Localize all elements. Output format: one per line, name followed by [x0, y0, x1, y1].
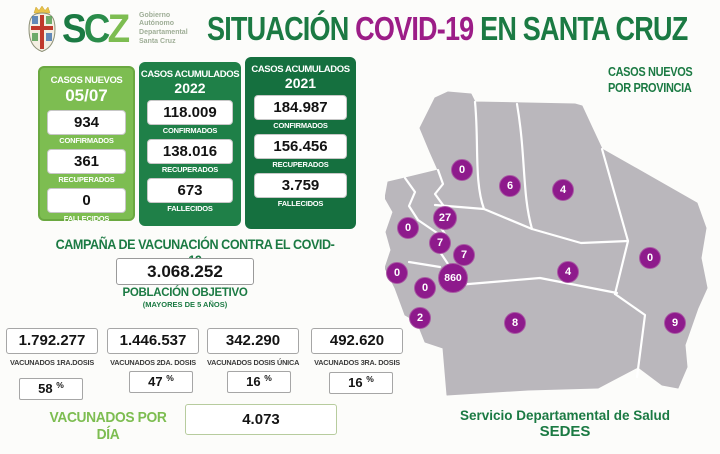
province-map: 0 6 4 27 0 7 7 0 860 0 4 0 2 8 9: [385, 72, 720, 422]
dose-percent: 58 %: [19, 378, 83, 400]
map-legend-line: CASOS NUEVOS: [608, 65, 693, 79]
tagline-line: Autónomo: [139, 20, 175, 28]
percent-value: 58: [38, 381, 53, 396]
panel-acumulados-2022: CASOS ACUMULADOS 2022 118.009 CONFIRMADO…: [139, 62, 241, 226]
title-situacion: SITUACIÓN: [207, 10, 356, 47]
per-day-value: 4.073: [185, 404, 337, 435]
title-santa-cruz: EN SANTA CRUZ: [480, 10, 688, 47]
stat-label: CONFIRMADOS: [162, 126, 218, 135]
page-title: SITUACIÓN COVID-19 EN SANTA CRUZ: [207, 10, 688, 48]
province-case-badge: 0: [451, 159, 473, 181]
stat-value: 3.759: [253, 173, 347, 198]
province-case-badge: 0: [639, 247, 661, 269]
dose-value: 492.620: [311, 328, 403, 354]
dose-1: 1.792.277 VACUNADOS 1RA.DOSIS: [6, 328, 98, 367]
footer: Servicio Departamental de Salud SEDES: [428, 408, 702, 440]
percent-sign: %: [56, 380, 64, 390]
province-case-badge: 7: [429, 232, 451, 254]
dose-label: VACUNADOS 1RA.DOSIS: [9, 358, 95, 367]
tagline-line: Gobierno: [139, 11, 171, 19]
percent-sign: %: [366, 374, 374, 384]
panel-date: 05/07: [65, 86, 108, 105]
province-case-badge: 0: [397, 217, 419, 239]
province-case-badge: 2: [409, 307, 431, 329]
dose-label: VACUNADOS 2DA. DOSIS: [110, 358, 196, 367]
target-population-value: 3.068.252: [116, 258, 254, 285]
percent-value: 47: [148, 374, 163, 389]
tagline-line: Departamental: [139, 29, 188, 36]
panel-header: CASOS ACUMULADOS: [140, 69, 240, 80]
dose-value: 342.290: [207, 328, 299, 354]
province-case-badge: 8: [504, 312, 526, 334]
province-case-badge: 9: [664, 312, 686, 334]
province-case-badge: 0: [386, 262, 408, 284]
scz-letter: C: [83, 7, 111, 51]
percent-sign: %: [166, 373, 174, 383]
stat-value: 184.987: [253, 95, 347, 120]
province-case-badge: 860: [438, 263, 468, 293]
panel-casos-nuevos: CASOS NUEVOS 05/07 934 CONFIRMADOS 361 R…: [38, 66, 135, 223]
dose-label: VACUNADOS 3RA. DOSIS: [314, 358, 400, 367]
stat-label: FALLECIDOS: [277, 199, 324, 208]
dose-3: 492.620 VACUNADOS 3RA. DOSIS: [311, 328, 403, 367]
province-case-badge: 4: [552, 179, 574, 201]
stat-value: 934: [47, 110, 126, 135]
target-population-label: POBLACIÓN OBJETIVO: [122, 287, 248, 299]
scz-letter: S: [62, 7, 87, 51]
stat-value: 138.016: [147, 139, 233, 164]
stat-value: 118.009: [147, 100, 233, 125]
logo: SCZ Gobierno Autónomo Departamental Sant…: [26, 6, 188, 52]
footer-org-name: Servicio Departamental de Salud: [459, 408, 671, 423]
dose-2: 1.446.537 VACUNADOS 2DA. DOSIS: [107, 328, 199, 367]
percent-value: 16: [246, 374, 261, 389]
dose-percent: 16 %: [227, 371, 291, 393]
stat-label: RECUPERADOS: [58, 175, 115, 184]
panel-header: CASOS NUEVOS: [50, 75, 123, 86]
province-case-badge: 4: [557, 261, 579, 283]
province-case-badge: 6: [499, 175, 521, 197]
target-population: 3.068.252 POBLACIÓN OBJETIVO (MAYORES DE…: [100, 258, 270, 309]
footer-org-acronym: SEDES: [539, 423, 591, 440]
map-legend-line: POR PROVINCIA: [608, 81, 692, 96]
dose-percent: 16 %: [329, 372, 393, 394]
stat-label: RECUPERADOS: [272, 160, 329, 169]
panel-year: 2021: [284, 75, 317, 91]
province-case-badge: 27: [433, 206, 457, 230]
map-legend: CASOS NUEVOS POR PROVINCIA: [608, 64, 693, 97]
percent-value: 16: [348, 375, 363, 390]
percent-sign: %: [264, 373, 272, 383]
stat-label: CONFIRMADOS: [59, 136, 114, 145]
stat-label: FALLECIDOS: [63, 214, 110, 223]
dose-percent: 47 %: [129, 371, 193, 393]
per-day-label: VACUNADOS POR DÍA: [49, 409, 167, 443]
coat-of-arms-icon: [28, 6, 56, 52]
scz-letter: Z: [107, 7, 131, 51]
dose-label: VACUNADOS DOSIS ÚNICA: [207, 358, 300, 367]
dose-unica: 342.290 VACUNADOS DOSIS ÚNICA: [207, 328, 299, 367]
panel-acumulados-2021: CASOS ACUMULADOS 2021 184.987 CONFIRMADO…: [245, 57, 356, 229]
dose-value: 1.792.277: [6, 328, 98, 354]
stat-label: FALLECIDOS: [167, 204, 213, 213]
target-population-sublabel: (MAYORES DE 5 AÑOS): [142, 300, 228, 309]
stat-label: CONFIRMADOS: [273, 121, 328, 130]
province-case-badge: 0: [414, 277, 436, 299]
scz-wordmark: SCZ: [62, 7, 131, 51]
panel-year: 2022: [174, 80, 206, 96]
stat-value: 361: [47, 149, 126, 174]
stat-value: 156.456: [253, 134, 347, 159]
province-case-badge: 7: [453, 244, 475, 266]
dose-value: 1.446.537: [107, 328, 199, 354]
logo-tagline: Gobierno Autónomo Departamental Santa Cr…: [139, 12, 188, 47]
title-covid19: COVID-19: [355, 10, 481, 47]
stat-value: 673: [147, 178, 233, 203]
panel-header: CASOS ACUMULADOS: [251, 64, 350, 75]
tagline-line: Santa Cruz: [139, 37, 176, 45]
stat-value: 0: [47, 188, 126, 213]
stat-label: RECUPERADOS: [161, 165, 219, 174]
